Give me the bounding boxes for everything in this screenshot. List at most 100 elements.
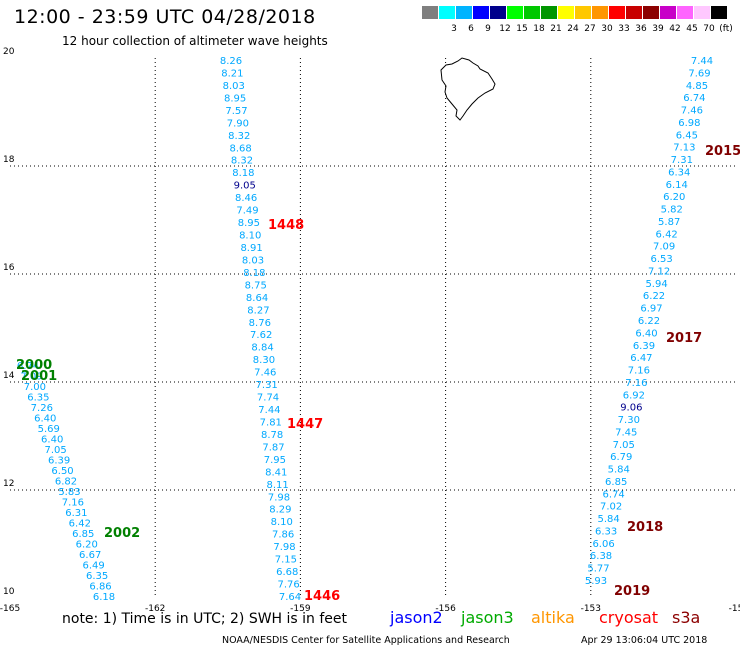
- scale-label: 70: [703, 24, 715, 34]
- wave-height-value: 8.03: [242, 255, 264, 266]
- wave-height-value: 7.76: [277, 580, 299, 591]
- wave-height-value: 8.95: [238, 218, 260, 229]
- wave-height-value: 5.77: [587, 564, 609, 575]
- wave-height-value: 7.74: [257, 393, 279, 404]
- wave-height-value: 7.26: [31, 403, 53, 414]
- wave-height-value: 6.34: [668, 167, 690, 178]
- wave-height-value: 7.98: [273, 542, 295, 553]
- wave-height-value: 6.39: [633, 341, 655, 352]
- wave-height-value: 6.98: [678, 118, 700, 129]
- wave-height-value: 7.31: [671, 155, 693, 166]
- wave-height-value: 6.53: [650, 254, 672, 265]
- wave-height-value: 7.09: [20, 372, 42, 383]
- wave-height-value: 9.05: [234, 181, 256, 192]
- wave-height-value: 7.05: [45, 445, 67, 456]
- scale-swatch: [677, 6, 693, 19]
- wave-height-value: 7.12: [648, 266, 670, 277]
- scale-swatch: [541, 6, 557, 19]
- lon-tick-label: -153: [581, 604, 601, 614]
- wave-height-value: 6.97: [640, 304, 662, 315]
- wave-height-value: 7.44: [691, 56, 713, 67]
- lat-tick-label: 10: [3, 587, 15, 597]
- wave-height-value: 6.33: [595, 526, 617, 537]
- wave-height-value: 8.30: [253, 355, 275, 366]
- lat-tick-label: 20: [3, 47, 15, 57]
- altimeter-tracks: 8.268.218.038.957.577.908.328.688.328.18…: [17, 56, 713, 603]
- scale-label: 27: [584, 24, 596, 34]
- wave-height-value: 8.10: [239, 231, 261, 242]
- scale-label: 12: [499, 24, 511, 34]
- wave-height-value: 8.75: [245, 280, 267, 291]
- pass-label: 2001: [21, 369, 57, 384]
- wave-height-value: 7.45: [615, 427, 637, 438]
- map-subtitle: 12 hour collection of altimeter wave hei…: [62, 34, 328, 48]
- scale-label: 21: [550, 24, 562, 34]
- scale-label: 30: [601, 24, 613, 34]
- wave-height-value: 6.82: [55, 477, 77, 488]
- wave-height-value: 8.21: [221, 68, 243, 79]
- wave-height-value: 6.67: [79, 550, 101, 561]
- scale-label: 9: [485, 24, 491, 34]
- pass-label: 2017: [666, 331, 702, 346]
- wave-height-value: 6.20: [76, 540, 98, 551]
- scale-label: 24: [567, 24, 579, 34]
- wave-height-value: 6.35: [86, 571, 108, 582]
- wave-height-value: 7.16: [625, 378, 647, 389]
- wave-height-value: 7.02: [600, 502, 622, 513]
- wave-height-value: 6.49: [83, 561, 105, 572]
- wave-height-value: 6.31: [65, 508, 87, 519]
- map-axis-labels: -165-162-159-156-153-15201816141210: [0, 47, 740, 614]
- wave-height-value: 7.57: [225, 106, 247, 117]
- wave-height-value: 6.40: [41, 435, 63, 446]
- scale-label: 33: [618, 24, 630, 34]
- pass-label: 2000: [16, 358, 52, 373]
- wave-height-value: 7.09: [653, 242, 675, 253]
- generated-timestamp: Apr 29 13:06:04 UTC 2018: [581, 635, 708, 646]
- pass-label: 2018: [627, 520, 663, 535]
- wave-height-value: 5.83: [58, 487, 80, 498]
- note-text: note: 1) Time is in UTC; 2) SWH is in fe…: [62, 611, 348, 627]
- wave-height-value: 7.95: [264, 455, 286, 466]
- scale-swatch: [507, 6, 523, 19]
- scale-label: 42: [669, 24, 681, 34]
- scale-label: 18: [533, 24, 545, 34]
- footer-credit: NOAA/NESDIS Center for Satellite Applica…: [222, 635, 510, 646]
- map-title: 12:00 - 23:59 UTC 04/28/2018: [14, 6, 316, 28]
- lon-tick-label: -159: [290, 604, 311, 614]
- wave-height-value: 6.14: [666, 180, 688, 191]
- scale-label: 45: [686, 24, 698, 34]
- wave-height-value: 8.18: [232, 168, 254, 179]
- wave-height-value: 7.81: [260, 417, 282, 428]
- lat-tick-label: 14: [3, 371, 15, 381]
- scale-swatch: [490, 6, 506, 19]
- wave-height-value: 6.40: [34, 414, 56, 425]
- pass-label: 1448: [268, 218, 304, 233]
- scale-swatch: [609, 6, 625, 19]
- wave-height-value: 6.74: [683, 93, 705, 104]
- wave-height-value: 7.46: [254, 368, 276, 379]
- scale-swatch: [473, 6, 489, 19]
- wave-height-value: 7.16: [62, 498, 84, 509]
- wave-height-value: 5.93: [585, 576, 607, 587]
- wave-height-value: 6.79: [610, 452, 632, 463]
- wave-height-value: 8.29: [269, 505, 291, 516]
- pass-label: 2019: [614, 584, 650, 599]
- wave-height-value: 8.03: [223, 81, 245, 92]
- wave-height-value: 8.78: [261, 430, 283, 441]
- satellite-legend-item: altika: [531, 608, 575, 627]
- wave-height-value: 5.82: [661, 205, 683, 216]
- wave-height-value: 8.41: [265, 467, 287, 478]
- wave-height-value: 6.42: [656, 229, 678, 240]
- wave-height-value: 5.69: [38, 424, 60, 435]
- map-grid: [10, 58, 736, 598]
- wave-height-value: 7.00: [24, 382, 46, 393]
- wave-height-value: 8.76: [249, 318, 271, 329]
- wave-height-value: 8.46: [235, 193, 257, 204]
- wave-height-value: 8.68: [229, 143, 251, 154]
- wave-height-value: 6.74: [603, 489, 625, 500]
- wave-height-value: 6.06: [592, 539, 614, 550]
- wave-height-value: 8.91: [240, 243, 262, 254]
- scale-label: 6: [468, 24, 474, 34]
- lat-tick-label: 16: [3, 263, 15, 273]
- wave-height-value: 7.69: [688, 68, 710, 79]
